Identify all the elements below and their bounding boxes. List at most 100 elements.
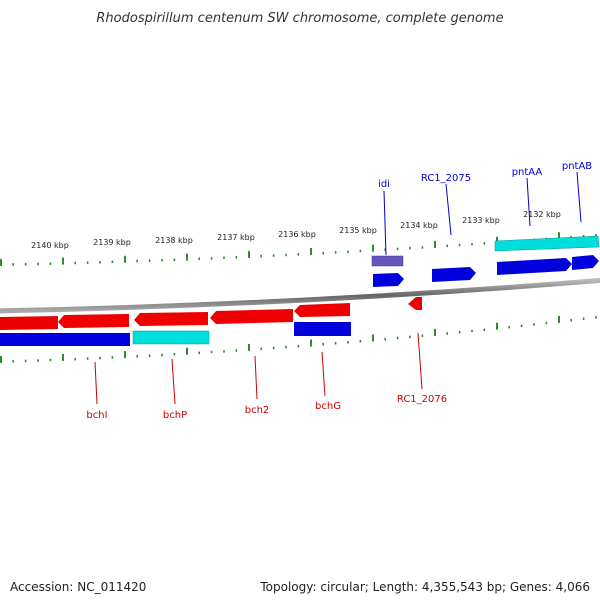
minor-tick <box>24 359 27 363</box>
minor-tick <box>49 358 52 362</box>
minor-tick <box>148 354 151 357</box>
reverse-genes <box>0 297 422 346</box>
label-pntaa[interactable]: pntAA <box>512 167 543 178</box>
gene-bchp[interactable] <box>134 312 208 326</box>
label-rc1-2075[interactable]: RC1_2075 <box>421 173 471 184</box>
chromosome-backbone <box>0 277 600 314</box>
label-idi[interactable]: idi <box>378 179 390 190</box>
minor-tick <box>458 330 461 334</box>
major-tick <box>558 315 560 323</box>
gene-bchp-rna[interactable] <box>132 330 210 345</box>
major-tick <box>62 353 64 361</box>
minor-tick <box>582 234 585 238</box>
tick-label-2136: 2136 kbp <box>278 230 316 239</box>
minor-tick <box>49 262 52 265</box>
minor-tick <box>223 256 225 259</box>
gene-bchi[interactable] <box>58 314 129 328</box>
gene-bchi-part[interactable] <box>0 316 58 330</box>
gene-bch2[interactable] <box>210 309 293 324</box>
minor-tick <box>334 251 337 254</box>
minor-tick <box>198 351 200 355</box>
gene-pntab[interactable] <box>572 255 599 270</box>
minor-tick <box>595 316 597 319</box>
inner-tick-ring <box>0 315 597 363</box>
forward-genes <box>371 235 600 287</box>
minor-tick <box>210 350 213 354</box>
gene-pntaa-rna[interactable] <box>494 235 600 252</box>
minor-tick <box>272 346 275 350</box>
major-tick <box>124 351 126 359</box>
major-tick <box>434 328 436 336</box>
tick-label-2138: 2138 kbp <box>155 236 193 245</box>
minor-tick <box>297 344 300 348</box>
gene-rc1-2075[interactable] <box>432 267 476 282</box>
reverse-label-lines <box>94 332 423 405</box>
major-tick <box>186 347 188 355</box>
minor-tick <box>458 243 461 247</box>
minor-tick <box>409 246 411 250</box>
minor-tick <box>285 253 287 257</box>
minor-tick <box>359 249 362 253</box>
tick-label-2140: 2140 kbp <box>31 241 69 250</box>
minor-tick <box>37 262 39 266</box>
minor-tick <box>161 353 163 357</box>
major-tick <box>124 255 126 263</box>
gene-bchg[interactable] <box>294 322 351 336</box>
label-bch2[interactable]: bch2 <box>245 405 270 416</box>
minor-tick <box>111 356 114 359</box>
gene-idi-variant[interactable] <box>371 255 404 267</box>
genome-stats-text: Topology: circular; Length: 4,355,543 bp… <box>260 580 590 594</box>
major-tick <box>372 244 374 252</box>
forward-label-lines <box>383 171 582 256</box>
major-tick <box>434 240 436 248</box>
map-title: Rhodospirillum centenum SW chromosome, c… <box>96 11 503 26</box>
minor-tick <box>508 325 510 329</box>
minor-tick <box>384 248 386 251</box>
gene-rc1-2076[interactable] <box>408 297 422 310</box>
minor-tick <box>421 334 424 337</box>
major-tick <box>372 334 374 342</box>
minor-tick <box>396 336 399 340</box>
minor-tick <box>272 254 275 257</box>
gene-pntaa[interactable] <box>497 258 572 275</box>
minor-tick <box>136 355 138 358</box>
minor-tick <box>545 321 548 325</box>
minor-tick <box>582 317 585 320</box>
minor-tick <box>570 235 572 239</box>
tick-label-2135: 2135 kbp <box>339 226 377 235</box>
minor-tick <box>347 341 349 344</box>
tick-label-2133: 2133 kbp <box>462 216 500 225</box>
gene-bchg-reverse[interactable] <box>294 303 350 317</box>
major-tick <box>310 248 312 255</box>
minor-tick <box>334 342 337 345</box>
minor-tick <box>235 349 238 352</box>
tick-label-2139: 2139 kbp <box>93 238 131 247</box>
minor-tick <box>198 257 200 261</box>
minor-tick <box>595 233 597 237</box>
major-tick <box>62 257 64 265</box>
minor-tick <box>533 323 535 326</box>
minor-tick <box>446 244 448 248</box>
minor-tick <box>210 257 213 260</box>
minor-tick <box>235 256 238 259</box>
label-bchp[interactable]: bchP <box>163 410 187 421</box>
minor-tick <box>285 345 287 349</box>
minor-tick <box>24 263 27 266</box>
major-tick <box>0 259 2 266</box>
minor-tick <box>483 242 486 245</box>
minor-tick <box>12 263 14 266</box>
major-tick <box>558 232 560 240</box>
minor-tick <box>37 359 39 362</box>
tick-label-2134: 2134 kbp <box>400 221 438 230</box>
minor-tick <box>99 261 101 264</box>
minor-tick <box>136 259 138 263</box>
gene-bchi-forward[interactable] <box>0 333 130 346</box>
major-tick <box>248 251 250 258</box>
minor-tick <box>99 356 101 360</box>
label-rc1-2076[interactable]: RC1_2076 <box>397 394 447 405</box>
label-bchg[interactable]: bchG <box>315 401 341 412</box>
gene-idi[interactable] <box>373 273 404 287</box>
label-pntab[interactable]: pntAB <box>562 161 592 172</box>
label-bchi[interactable]: bchI <box>86 410 107 421</box>
minor-tick <box>111 260 114 264</box>
